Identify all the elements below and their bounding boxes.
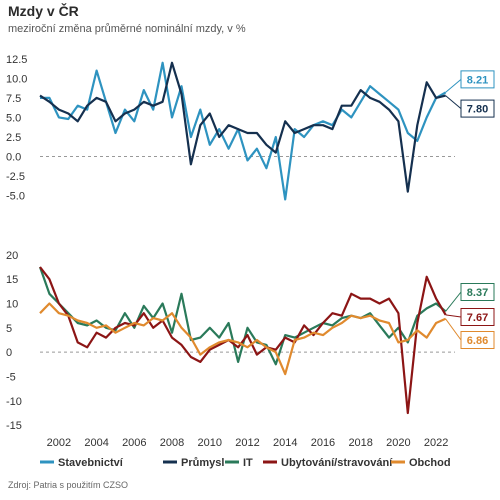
top-value-label-box: [460, 70, 495, 89]
bottom-value-label: 7.67: [467, 312, 488, 324]
bottom-label-connector: [445, 318, 462, 341]
bottom-ytick-label: -15: [6, 420, 22, 432]
top-ytick-label: 10.0: [6, 73, 27, 85]
legend-label: Stavebnictví: [58, 457, 124, 469]
x-tick-label: 2010: [198, 437, 222, 449]
bottom-ytick-label: 0: [6, 347, 12, 359]
bottom-value-label: 8.37: [467, 287, 488, 299]
series-line-it: [38, 266, 447, 366]
chart-subtitle: meziroční změna průměrné nominální mzdy,…: [8, 23, 246, 35]
chart-title: Mzdy v ČR: [8, 3, 79, 19]
x-tick-label: 2014: [273, 437, 297, 449]
legend-label: Průmysl: [181, 457, 224, 469]
x-tick-label: 2008: [160, 437, 184, 449]
top-ytick-label: -5.0: [6, 190, 25, 202]
bottom-ytick-label: -5: [6, 371, 16, 383]
legend-label: Obchod: [409, 457, 451, 469]
top-value-label: 7.80: [467, 104, 488, 116]
bottom-ytick-label: 5: [6, 323, 12, 335]
bottom-ytick-label: -10: [6, 396, 22, 408]
top-ytick-label: -2.5: [6, 171, 25, 183]
top-value-label-box: [460, 99, 495, 118]
top-ytick-label: 0.0: [6, 151, 21, 163]
bottom-value-label-box: [460, 283, 495, 301]
x-tick-label: 2018: [348, 437, 372, 449]
top-value-label: 8.21: [467, 74, 488, 86]
legend: Stavebnictví Průmysl IT Ubytování/stravován…: [40, 457, 451, 469]
bottom-ytick-label: 10: [6, 299, 18, 311]
x-tick-label: 2012: [235, 437, 259, 449]
top-ytick-label: 7.5: [6, 93, 21, 105]
bottom-ytick-label: 15: [6, 274, 18, 286]
x-tick-label: 2004: [84, 437, 108, 449]
top-label-connector: [445, 95, 462, 109]
x-tick-label: 2002: [47, 437, 71, 449]
x-tick-label: 2022: [424, 437, 448, 449]
bottom-label-connector: [445, 314, 462, 318]
top-panel: -5.0 -2.5 0.0 2.5 5.0 7.5 10.0 12.5 8.21 7.80: [6, 54, 495, 202]
x-tick-label: 2016: [311, 437, 335, 449]
bottom-value-label-box: [460, 308, 495, 326]
bottom-label-connector: [445, 291, 462, 312]
source-note: Zdroj: Patria s použitím CZSO: [8, 480, 129, 490]
bottom-panel: -15 -10 -5 0 5 10 15 20 8.37 7.67 6.86: [6, 250, 495, 432]
top-ytick-label: 5.0: [6, 112, 21, 124]
bottom-value-label-box: [460, 331, 495, 349]
series-line-ubytov-n-stravov-n-: [39, 266, 447, 415]
legend-label: Ubytování/stravování: [281, 457, 393, 469]
bottom-value-label: 6.86: [467, 335, 488, 347]
top-ytick-label: 2.5: [6, 132, 21, 144]
series-line-pr-mysl: [39, 61, 446, 193]
top-ytick-label: 12.5: [6, 54, 27, 66]
x-tick-label: 2006: [122, 437, 146, 449]
bottom-ytick-label: 20: [6, 250, 18, 262]
legend-label: IT: [243, 457, 253, 469]
x-tick-label: 2020: [386, 437, 410, 449]
series-line-obchod: [39, 302, 447, 376]
x-axis: 2002 2004 2006 2008 2010 2012 2014 2016 2018 2020…: [47, 437, 449, 449]
top-label-connector: [445, 79, 462, 93]
